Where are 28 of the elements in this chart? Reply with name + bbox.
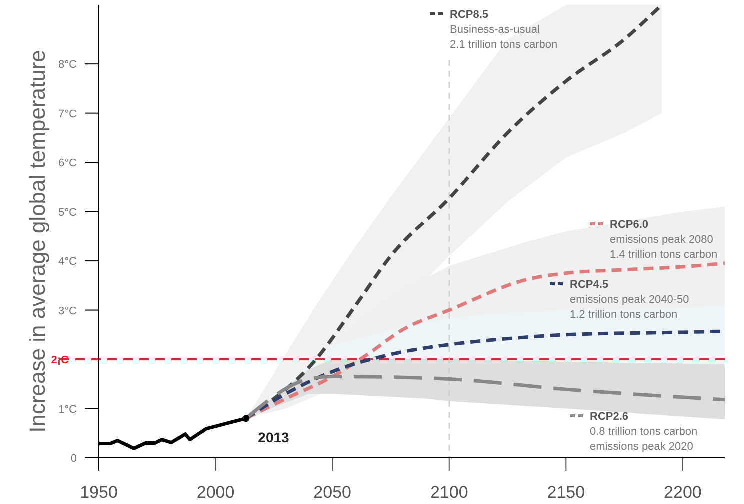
y-tick-label: 3°C bbox=[58, 305, 78, 318]
annotation: emissions peak 2040-50 bbox=[570, 294, 690, 306]
y-tick-label: 7°C bbox=[58, 108, 78, 120]
legend-label: RCP2.6 bbox=[590, 411, 629, 423]
annotation: emissions peak 2080 bbox=[610, 234, 714, 246]
x-tick-label: 2050 bbox=[314, 483, 352, 502]
y-tick-label: 0 bbox=[70, 453, 77, 465]
y-tick-label: 4°C bbox=[58, 256, 78, 268]
y-tick-label: 6°C bbox=[58, 158, 78, 170]
y-tick-label: 1°C bbox=[58, 404, 78, 416]
legend-label: RCP8.5 bbox=[450, 9, 489, 21]
x-tick-label: 2000 bbox=[196, 483, 235, 502]
annotation: 2.1 trillion tons carbon bbox=[450, 39, 558, 51]
x-tick-label: 2150 bbox=[547, 483, 586, 502]
annotation: 2013 bbox=[258, 430, 290, 446]
annotation: 1.4 trillion tons carbon bbox=[610, 249, 718, 261]
y-axis-title: Increase in average global temperature bbox=[25, 50, 50, 433]
legend-label: RCP6.0 bbox=[610, 219, 649, 231]
x-tick-label: 2100 bbox=[430, 483, 468, 502]
annotation: 0.8 trillion tons carbon bbox=[590, 426, 698, 438]
x-tick-label: 2200 bbox=[664, 483, 702, 502]
y-tick-label: 8°C bbox=[58, 59, 78, 72]
y-tick-label: 5°C bbox=[58, 206, 78, 219]
x-tick-label: 1950 bbox=[80, 483, 118, 502]
legend-label: RCP4.5 bbox=[570, 279, 609, 291]
annotation: 1.2 trillion tons carbon bbox=[570, 309, 678, 321]
annotation: Business-as-usual bbox=[450, 24, 540, 36]
annotation: emissions peak 2020 bbox=[590, 441, 694, 453]
